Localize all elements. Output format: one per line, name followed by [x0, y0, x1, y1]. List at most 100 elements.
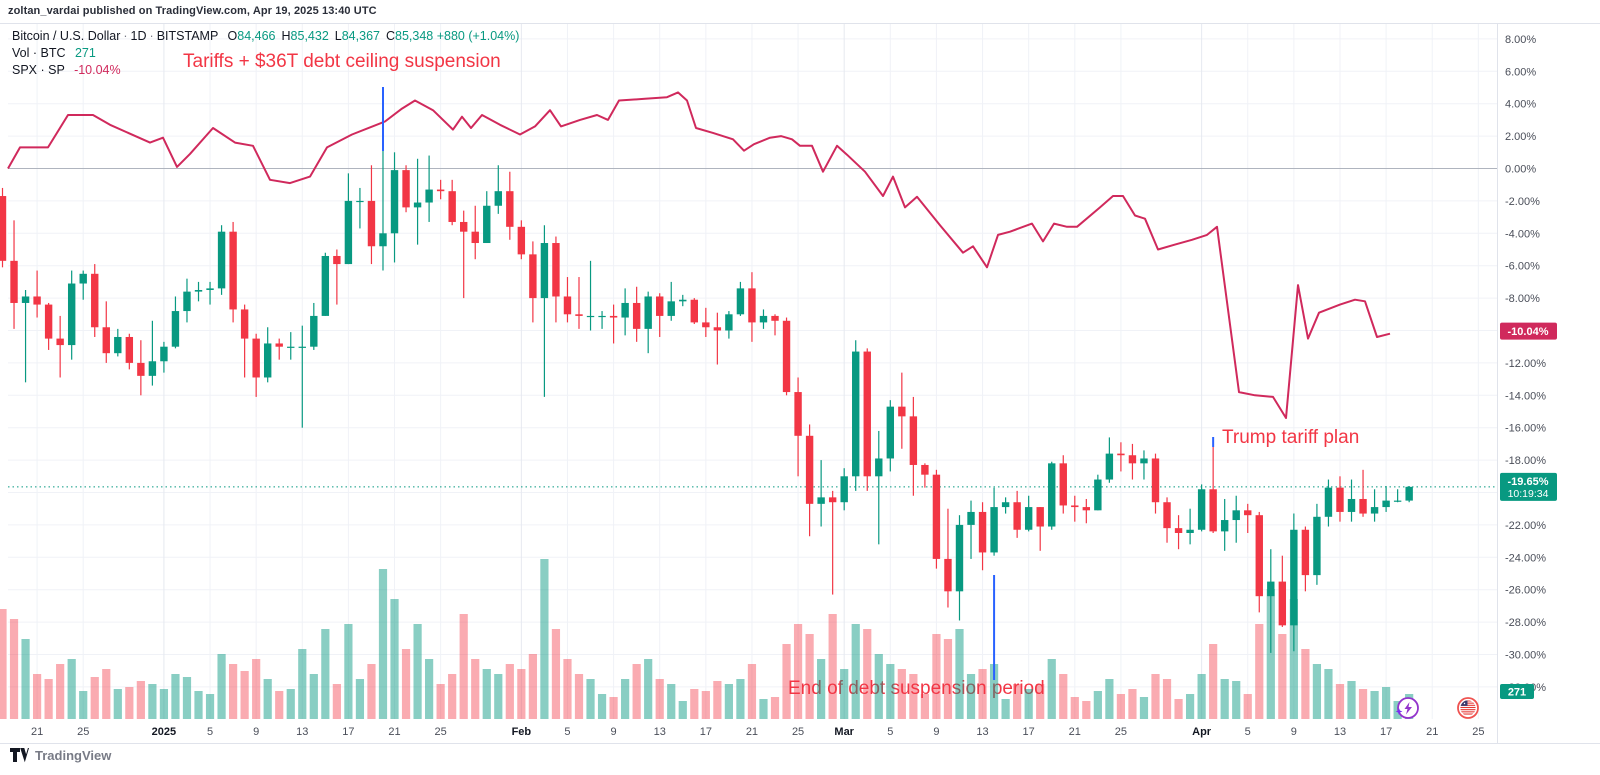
candle [114, 328, 122, 357]
time-axis-label: 13 [976, 726, 988, 738]
time-axis-label: 25 [77, 726, 89, 738]
price-axis-label: -14.00% [1505, 390, 1546, 402]
volume-bar [252, 659, 261, 719]
candle [1163, 497, 1171, 543]
candle [1278, 555, 1287, 627]
volume-bar [840, 669, 849, 719]
candle [978, 502, 987, 571]
legend-volume-row[interactable]: Vol · BTC 271 [12, 45, 519, 61]
volume-bar [1347, 681, 1356, 719]
annotation-tariffs[interactable]: Tariffs + $36T debt ceiling suspension [183, 51, 501, 72]
candle [160, 341, 168, 373]
volume-bar [459, 614, 468, 719]
volume-bar [182, 677, 192, 719]
price-axis-label: -6.00% [1505, 261, 1540, 273]
candle [1220, 498, 1229, 551]
volume-bar [1358, 689, 1368, 719]
candle [1232, 495, 1240, 543]
volume-last-value-badge: 271 [1500, 684, 1534, 699]
time-axis-label: 25 [435, 726, 447, 738]
volume-bar [886, 664, 895, 719]
volume-bar [632, 664, 641, 719]
volume-bar [56, 664, 65, 719]
time-axis-label: 9 [253, 726, 259, 738]
candle [713, 312, 722, 365]
time-axis[interactable]: 21 25 2025 5 9 13 17 21 25 Feb 5 9 13 17 21 25 Mar 5 9 13 17… [31, 726, 1485, 738]
lightning-event-icon[interactable] [1395, 697, 1419, 719]
volume-bar [263, 679, 272, 719]
candle [21, 290, 30, 383]
candle [252, 333, 260, 397]
volume-bar [1128, 689, 1137, 719]
candle [390, 152, 399, 263]
volume-bar [1232, 681, 1241, 719]
candle [1336, 476, 1344, 522]
volume-bar [966, 674, 976, 719]
candle [448, 179, 456, 226]
chart-legend: Bitcoin / U.S. Dollar · 1D · BITSTAMP O84,46… [12, 28, 519, 79]
us-flag-event-icon[interactable] [1457, 697, 1479, 719]
candle [921, 463, 929, 488]
candle [240, 304, 249, 378]
candle [771, 314, 779, 336]
candle [494, 165, 502, 214]
volume-bar [782, 644, 791, 719]
volume-bar [309, 674, 318, 719]
time-axis-label: 17 [700, 726, 712, 738]
candle [552, 236, 560, 323]
volume-bar [828, 614, 837, 719]
symbol-name: Bitcoin / U.S. Dollar [12, 29, 121, 43]
volume-bar [1093, 691, 1102, 719]
candle [263, 327, 272, 383]
time-axis-label: 9 [933, 726, 939, 738]
bar-countdown: 10:19:34 [1508, 488, 1549, 500]
volume-bar [1289, 599, 1298, 719]
candle [517, 220, 526, 260]
candle [598, 311, 606, 329]
candle [852, 340, 860, 491]
candle [990, 487, 998, 556]
volume-bar [1220, 679, 1229, 719]
volume-bar [378, 569, 388, 719]
legend-compare-row[interactable]: SPX · SP -10.04% [12, 62, 519, 78]
interval-label[interactable]: 1D [130, 29, 147, 43]
annotation-trump[interactable]: Trump tariff plan [1222, 427, 1359, 448]
price-axis-label: -2.00% [1505, 196, 1540, 208]
annotation-debt-end[interactable]: End of debt suspension period [788, 678, 1045, 699]
ohlc-item: L84,367 [334, 29, 380, 43]
volume-bar [90, 677, 99, 719]
volume-bar [0, 609, 7, 719]
price-axis-label: -30.00% [1505, 650, 1546, 662]
candle [805, 424, 814, 537]
candle [333, 249, 341, 305]
time-axis-label: 25 [792, 726, 804, 738]
candle [413, 158, 422, 245]
candle [632, 286, 641, 342]
tradingview-watermark[interactable]: TradingView [10, 747, 111, 764]
volume-bars [0, 559, 1414, 719]
volume-bar [159, 689, 169, 719]
candle [425, 155, 433, 222]
volume-bar [1174, 699, 1183, 719]
candles-layer[interactable] [0, 121, 1413, 653]
volume-bar [113, 689, 122, 719]
candle [33, 270, 41, 318]
volume-bar [989, 664, 999, 719]
volume-bar [148, 684, 157, 719]
volume-bar [1139, 697, 1149, 719]
candle [125, 333, 134, 370]
exchange-label: BITSTAMP [156, 29, 219, 43]
candle [1186, 508, 1194, 545]
legend-symbol-row[interactable]: Bitcoin / U.S. Dollar · 1D · BITSTAMP O84,46… [12, 29, 520, 43]
btc-last-price-badge: -19.65%10:19:34 [1500, 472, 1557, 501]
spx-compare-line[interactable] [7, 91, 1391, 419]
change-value: +880 (+1.04%) [436, 29, 520, 43]
candle [540, 225, 549, 397]
volume-bar [275, 691, 284, 719]
price-axis[interactable]: 8.00% 6.00% 4.00% 2.00% 0.00% -2.00% -4.00% -6.… [1505, 34, 1546, 694]
tradingview-logo-icon [10, 748, 29, 763]
candle [137, 340, 145, 396]
volume-bar [413, 624, 422, 719]
